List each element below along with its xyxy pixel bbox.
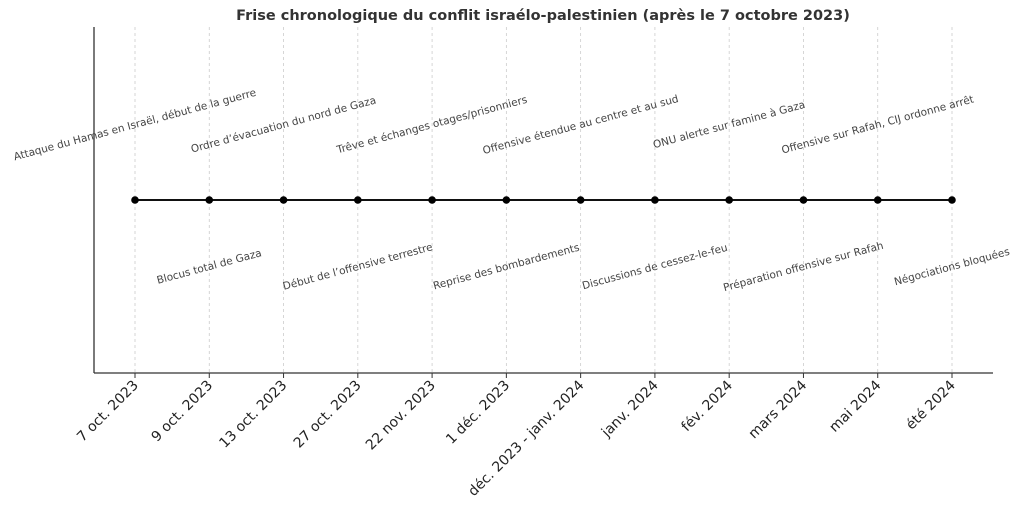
x-tick-label: été 2024 [903,377,959,433]
event-markers [131,196,956,204]
x-tick-label: janv. 2024 [598,377,662,441]
axes [93,27,993,374]
event-marker [279,196,288,204]
x-axis-tick-labels: 7 oct. 2023 9 oct. 2023 13 oct. 2023 27 oct… [74,377,959,499]
x-tick-label: 1 déc. 2023 [443,378,513,448]
x-tick-label: 22 nov. 2023 [363,378,439,454]
chart-title: Frise chronologique du conflit israélo-p… [236,8,850,24]
x-tick-label: 7 oct. 2023 [74,378,142,446]
x-tick-label: mars 2024 [746,377,811,442]
event-marker [131,196,139,204]
x-tick-label: mai 2024 [826,377,884,435]
event-marker [576,196,585,204]
event-marker [354,196,362,204]
event-marker [948,196,956,204]
x-tick-label: fév. 2024 [679,377,737,435]
x-axis-ticks [134,373,953,378]
event-label: Attaque du Hamas en Israël, début de la … [12,87,257,163]
grid-lines [134,27,953,373]
event-marker [502,196,511,204]
x-tick-label: 27 oct. 2023 [291,378,365,452]
event-marker [205,196,214,204]
event-marker [651,196,659,204]
event-marker [428,196,436,204]
event-marker [873,196,882,204]
x-tick-label: 13 oct. 2023 [216,378,290,452]
event-marker [799,196,808,204]
x-tick-label: 9 oct. 2023 [148,378,216,446]
event-marker [725,196,733,204]
event-annotations: Attaque du Hamas en Israël, début de la … [12,87,1011,294]
